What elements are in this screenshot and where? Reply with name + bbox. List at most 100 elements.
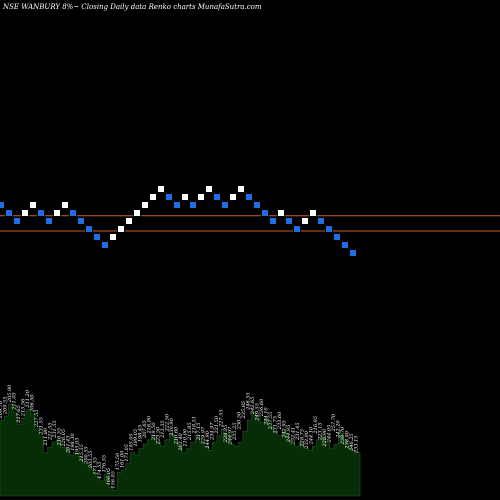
volume-label: 223.50 <box>156 426 162 445</box>
renko-brick-down <box>37 209 45 217</box>
volume-label: 228.75 <box>300 429 306 448</box>
renko-brick-up <box>205 185 213 193</box>
volume-label: 171.05 <box>124 444 130 462</box>
volume-label: 238.90 <box>345 430 351 449</box>
renko-brick-up <box>29 201 37 209</box>
volume-label: 215.56 <box>21 398 27 417</box>
volume-label: 209.76 <box>0 400 4 419</box>
reference-lines <box>0 215 500 232</box>
volume-label: 219.50 <box>151 422 157 441</box>
volume-label: 242.65 <box>250 397 256 416</box>
volume-label: 176.55 <box>102 455 108 473</box>
renko-brick-down <box>317 217 325 225</box>
volume-labels: 209.76209.55205.90211.05217.65215.56211.… <box>0 384 360 489</box>
volume-label: 242.20 <box>336 419 342 438</box>
volume-label: 189.05 <box>133 429 139 447</box>
renko-brick-down <box>13 217 21 225</box>
volume-label: 166.05 <box>106 468 112 486</box>
renko-brick-up <box>277 209 285 217</box>
volume-label: 244.10 <box>264 407 270 426</box>
renko-brick-down <box>189 201 197 209</box>
renko-brick-up <box>125 217 133 225</box>
renko-brick-up <box>133 209 141 217</box>
renko-brick-up <box>197 193 205 201</box>
volume-label: 237.55 <box>268 412 274 431</box>
renko-brick-down <box>213 193 221 201</box>
renko-brick-down <box>253 201 261 209</box>
renko-brick-down <box>293 225 301 233</box>
volume-label: 242.95 <box>282 420 288 439</box>
volume-label: 203.40 <box>178 432 184 451</box>
volume-label: 233.60 <box>277 411 283 430</box>
renko-brick-down <box>45 217 53 225</box>
volume-label: 156.05 <box>111 471 117 489</box>
volume-label: 227.55 <box>219 410 225 429</box>
renko-brick-up <box>229 193 237 201</box>
renko-brick-up <box>301 217 309 225</box>
volume-label: 217.65 <box>16 405 22 424</box>
volume-label: 200.55 <box>84 446 90 465</box>
volume-label: 234.97 <box>210 422 216 441</box>
volume-label: 235.85 <box>241 401 247 420</box>
volume-label: 230.90 <box>169 417 175 436</box>
volume-label: 231.55 <box>52 420 58 439</box>
renko-brick-down <box>349 249 357 257</box>
volume-label: 231.55 <box>39 417 45 436</box>
volume-label: 215.85 <box>187 423 193 442</box>
volume-label: 210.60 <box>174 426 180 445</box>
renko-brick-down <box>77 217 85 225</box>
volume-label: 216.55 <box>57 428 63 447</box>
volume-label: 226.60 <box>259 398 265 417</box>
renko-brick-up <box>237 185 245 193</box>
renko-brick-down <box>261 209 269 217</box>
volume-label: 246.25 <box>349 433 355 452</box>
volume-label: 216.95 <box>313 416 319 435</box>
volume-label: 221.50 <box>214 415 220 434</box>
renko-brick-down <box>165 193 173 201</box>
volume-label: 231.75 <box>273 416 279 435</box>
volume-label: 257.70 <box>331 413 337 432</box>
volume-label: 206.50 <box>30 394 36 413</box>
volume-label: 207.65 <box>142 420 148 439</box>
volume-label: 198.45 <box>138 425 144 443</box>
volume-label: 213.35 <box>160 420 166 439</box>
chart-title: NSE WANBURY 8%~ Closing Daily data Renko… <box>2 3 262 11</box>
volume-label: 217.15 <box>196 423 202 442</box>
volume-label: 244.10 <box>309 426 315 445</box>
volume-label: 161.00 <box>120 450 126 468</box>
renko-brick-down <box>325 225 333 233</box>
volume-label: 211.20 <box>25 389 31 408</box>
volume-area <box>0 403 361 497</box>
volume-label: 209.55 <box>3 397 9 416</box>
volume-label: 215.55 <box>79 444 85 463</box>
volume-label: 175.50 <box>115 452 121 470</box>
volume-label: 227.55 <box>34 410 40 429</box>
renko-brick-up <box>61 201 69 209</box>
renko-brick-down <box>69 209 77 217</box>
volume-series <box>0 403 361 497</box>
volume-label: 195.05 <box>129 433 135 451</box>
volume-label: 228.35 <box>223 425 229 444</box>
volume-label: 211.05 <box>12 392 18 411</box>
volume-label: 248.55 <box>246 392 252 411</box>
volume-label: 244.05 <box>327 425 333 444</box>
renko-bricks <box>0 185 357 257</box>
volume-label: 231.45 <box>295 423 301 442</box>
volume-label: 249.55 <box>255 403 261 422</box>
renko-brick-up <box>157 185 165 193</box>
renko-brick-up <box>141 201 149 209</box>
volume-label: 238.70 <box>340 426 346 445</box>
renko-brick-down <box>85 225 93 233</box>
volume-label: 233.90 <box>304 430 310 449</box>
volume-label: 230.50 <box>237 411 243 430</box>
volume-label: 174.55 <box>97 461 103 479</box>
volume-label: 244.95 <box>286 425 292 444</box>
volume-label: 218.51 <box>192 416 198 435</box>
renko-brick-up <box>117 225 125 233</box>
volume-label: 203.55 <box>88 451 94 470</box>
volume-label: 211.80 <box>43 427 49 446</box>
renko-brick-up <box>149 193 157 201</box>
volume-label: 221.55 <box>48 423 54 442</box>
